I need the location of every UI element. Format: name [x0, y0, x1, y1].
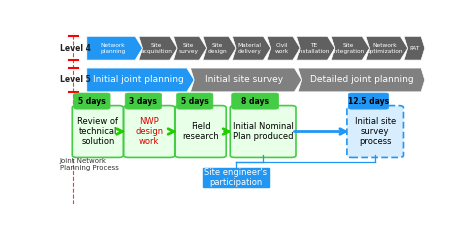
Polygon shape: [267, 36, 300, 60]
Text: Site
design: Site design: [208, 43, 228, 54]
Polygon shape: [366, 36, 408, 60]
Text: NWP
design
work: NWP design work: [135, 117, 164, 146]
Text: Network
planning: Network planning: [100, 43, 126, 54]
Text: 5 days: 5 days: [78, 97, 106, 106]
Text: Site
Integration: Site Integration: [332, 43, 365, 54]
FancyBboxPatch shape: [177, 93, 213, 109]
Text: Review of
technical
solution: Review of technical solution: [77, 117, 118, 146]
Text: Site
acquisition: Site acquisition: [140, 43, 172, 54]
Text: Site
survey: Site survey: [178, 43, 198, 54]
Polygon shape: [191, 68, 301, 92]
Text: Civil
work: Civil work: [275, 43, 289, 54]
Text: Initial site
survey
process: Initial site survey process: [355, 117, 396, 146]
Text: PAT: PAT: [409, 46, 419, 51]
Text: 8 days: 8 days: [241, 97, 269, 106]
FancyBboxPatch shape: [230, 106, 296, 157]
FancyBboxPatch shape: [202, 168, 269, 187]
Polygon shape: [173, 36, 207, 60]
Polygon shape: [203, 36, 236, 60]
Text: Material
delivery: Material delivery: [238, 43, 262, 54]
FancyBboxPatch shape: [125, 93, 162, 109]
Text: Level 5: Level 5: [60, 75, 91, 85]
FancyBboxPatch shape: [175, 106, 226, 157]
Polygon shape: [297, 36, 335, 60]
FancyBboxPatch shape: [348, 93, 389, 109]
Polygon shape: [331, 36, 370, 60]
FancyBboxPatch shape: [347, 106, 403, 157]
Text: 5 days: 5 days: [181, 97, 209, 106]
FancyBboxPatch shape: [73, 106, 123, 157]
Text: TE
Installation: TE Installation: [298, 43, 330, 54]
Polygon shape: [232, 36, 271, 60]
FancyBboxPatch shape: [74, 93, 110, 109]
FancyBboxPatch shape: [232, 93, 279, 109]
Polygon shape: [139, 36, 177, 60]
Text: Field
research: Field research: [182, 122, 219, 141]
Text: Joint Network
Planning Process: Joint Network Planning Process: [60, 158, 118, 171]
Text: Site engineer's
participation: Site engineer's participation: [204, 168, 267, 187]
Text: Initial Nominal
Plan produced: Initial Nominal Plan produced: [233, 122, 293, 141]
Text: Detailed joint planning: Detailed joint planning: [310, 75, 413, 85]
Text: Initial joint planning: Initial joint planning: [93, 75, 184, 85]
Polygon shape: [404, 36, 425, 60]
Polygon shape: [87, 36, 143, 60]
Text: 12.5 days: 12.5 days: [348, 97, 389, 106]
Polygon shape: [298, 68, 425, 92]
Text: Network
optimization: Network optimization: [367, 43, 403, 54]
Text: 3 days: 3 days: [129, 97, 157, 106]
Polygon shape: [87, 68, 194, 92]
FancyBboxPatch shape: [124, 106, 175, 157]
Text: Level 4: Level 4: [60, 44, 91, 53]
Text: Initial site survey: Initial site survey: [205, 75, 283, 85]
